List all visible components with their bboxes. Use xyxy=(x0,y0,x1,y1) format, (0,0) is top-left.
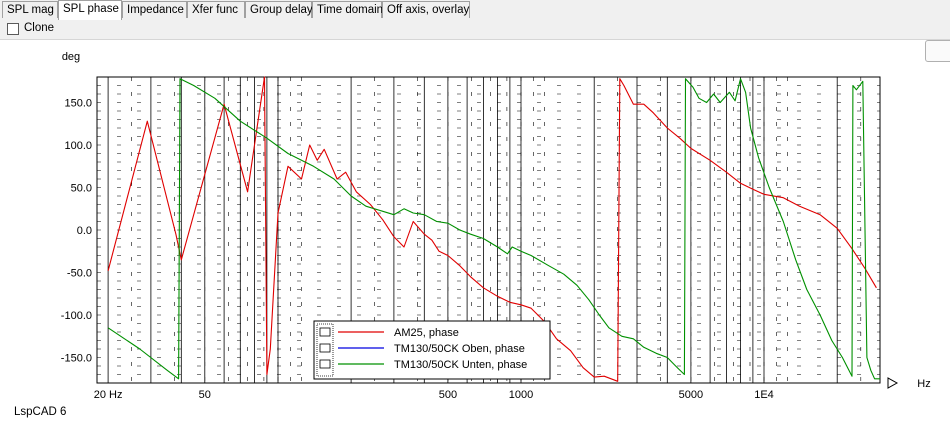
legend-toggle[interactable] xyxy=(319,327,331,337)
legend-box xyxy=(313,320,551,380)
x-tick-label: 1000 xyxy=(509,389,533,401)
y-tick-label: -150.0 xyxy=(61,353,92,365)
chart-grid xyxy=(97,77,880,383)
y-axis-label: deg xyxy=(62,51,80,63)
tab-group-delay[interactable]: Group delay xyxy=(245,1,313,18)
panel-button[interactable] xyxy=(925,40,950,62)
tab-spl-mag[interactable]: SPL mag xyxy=(2,1,58,18)
tab-spl-phase[interactable]: SPL phase xyxy=(58,0,122,20)
legend-swatch-column xyxy=(316,323,334,377)
tab-xfer-func[interactable]: Xfer func xyxy=(187,1,245,18)
tab-label: SPL phase xyxy=(63,3,119,15)
plot-frame xyxy=(96,76,881,384)
tab-label: SPL mag xyxy=(7,4,54,16)
y-tick-label: 100.0 xyxy=(64,140,92,152)
y-tick-label: -100.0 xyxy=(61,310,92,322)
legend-label: TM130/50CK Oben, phase xyxy=(394,343,525,355)
x-tick-labels: 20 Hz 50 500 1000 5000 1E4 xyxy=(94,389,774,401)
tab-off-axis-overlay[interactable]: Off axis, overlay xyxy=(382,1,470,18)
toolbar-row: Clone xyxy=(0,19,950,40)
tab-time-domain[interactable]: Time domain xyxy=(312,1,384,18)
tab-impedance[interactable]: Impedance xyxy=(122,1,187,18)
tab-label: Impedance xyxy=(127,4,184,16)
legend-toggle[interactable] xyxy=(319,359,331,369)
legend-toggle[interactable] xyxy=(319,343,331,353)
x-tick-label: 50 xyxy=(199,389,211,401)
tab-label: Time domain xyxy=(317,4,384,16)
y-tick-labels: 150.0 100.0 50.0 0.0 -50.0 -100.0 -150.0 xyxy=(61,98,92,365)
legend: AM25, phase TM130/50CK Oben, phase TM130/5… xyxy=(313,320,551,380)
x-tick-label: 20 Hz xyxy=(94,389,123,401)
y-tick-label: -50.0 xyxy=(67,268,92,280)
tab-label: Group delay xyxy=(250,4,313,16)
x-axis-label: Hz xyxy=(917,378,930,390)
legend-label: TM130/50CK Unten, phase xyxy=(394,359,527,371)
x-tick-label: 1E4 xyxy=(754,389,774,401)
x-axis-arrow xyxy=(887,377,899,389)
y-tick-label: 150.0 xyxy=(64,98,92,110)
clone-label: Clone xyxy=(24,22,55,34)
tab-label: Xfer func xyxy=(192,4,239,16)
series-line-0 xyxy=(107,76,877,382)
series-lines xyxy=(107,76,880,382)
y-tick-label: 0.0 xyxy=(77,225,92,237)
clone-checkbox[interactable] xyxy=(7,23,19,35)
legend-label: AM25, phase xyxy=(394,327,459,339)
y-tick-label: 50.0 xyxy=(71,183,92,195)
tab-bar: SPL mag SPL phase Impedance Xfer func Gr… xyxy=(0,0,950,20)
tab-label: Off axis, overlay xyxy=(387,4,470,16)
x-tick-label: 500 xyxy=(439,389,457,401)
x-tick-label: 5000 xyxy=(679,389,703,401)
app-name: LspCAD 6 xyxy=(14,406,67,418)
series-line-2 xyxy=(107,78,880,380)
